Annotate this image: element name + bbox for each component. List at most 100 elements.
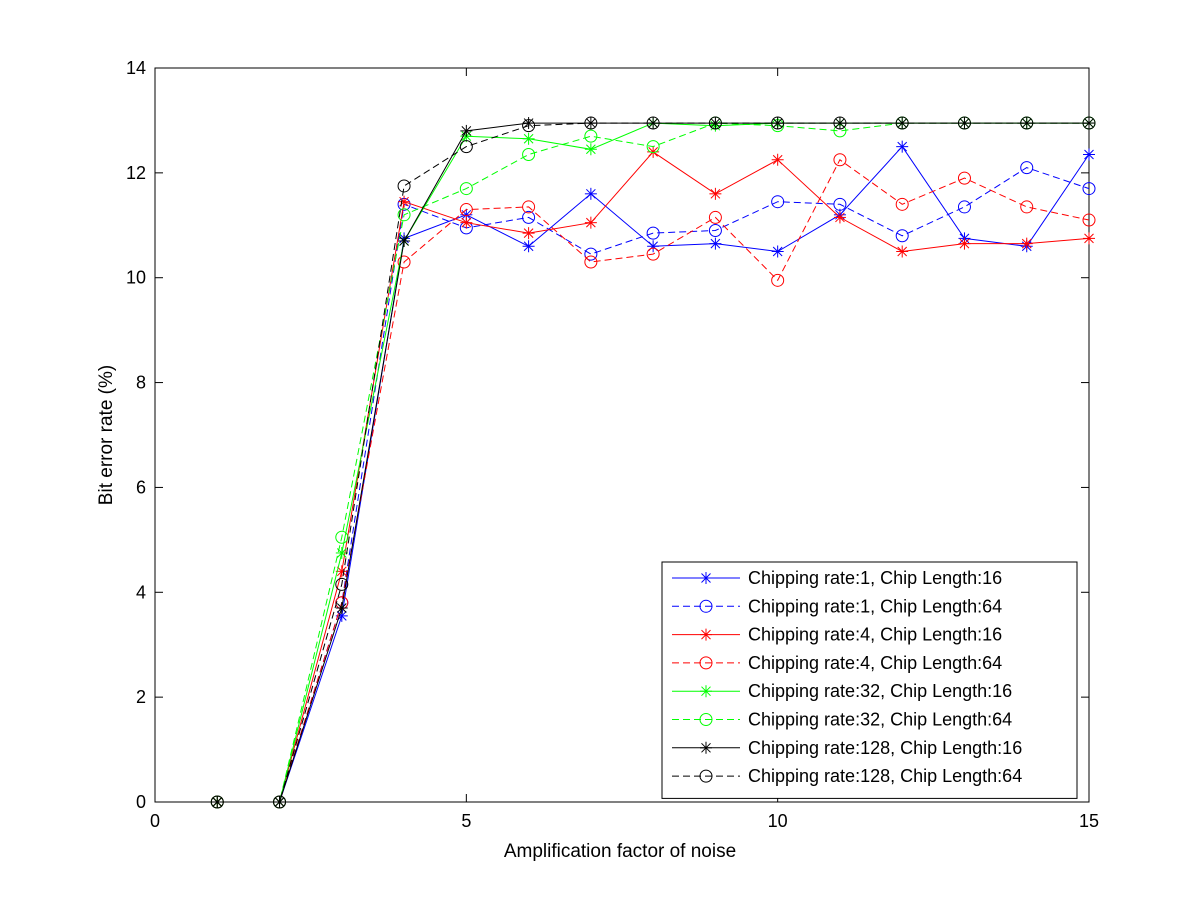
marker-stroke bbox=[701, 629, 711, 640]
series-line bbox=[217, 122, 1089, 803]
data-point bbox=[584, 255, 598, 269]
marker-stroke bbox=[648, 118, 658, 128]
data-point bbox=[895, 197, 909, 211]
y-tick-label: 4 bbox=[136, 582, 146, 602]
marker-stroke bbox=[710, 188, 721, 199]
data-point bbox=[210, 795, 224, 809]
legend-marker bbox=[699, 713, 713, 726]
marker-stroke bbox=[648, 147, 658, 157]
legend-label: Chipping rate:128, Chip Length:64 bbox=[748, 766, 1022, 786]
data-point bbox=[1083, 232, 1095, 245]
y-tick-label: 12 bbox=[126, 163, 146, 183]
data-point bbox=[646, 140, 660, 154]
data-point bbox=[522, 210, 536, 224]
data-point bbox=[584, 143, 597, 156]
marker-stroke bbox=[461, 217, 472, 228]
data-point bbox=[335, 577, 349, 591]
data-point bbox=[833, 153, 847, 167]
data-point bbox=[398, 195, 411, 208]
marker-stroke bbox=[461, 209, 472, 220]
data-point bbox=[273, 795, 287, 809]
data-point bbox=[522, 227, 535, 240]
data-point bbox=[397, 208, 411, 222]
data-point bbox=[211, 796, 224, 808]
data-point bbox=[1020, 237, 1033, 250]
marker-stroke bbox=[586, 217, 596, 228]
data-point bbox=[460, 124, 473, 137]
data-point bbox=[957, 200, 971, 214]
legend-entry: Chipping rate:4, Chip Length:16 bbox=[672, 625, 1002, 645]
y-tick-label: 14 bbox=[126, 58, 146, 78]
marker-stroke bbox=[897, 246, 908, 257]
legend-entry: Chipping rate:1, Chip Length:64 bbox=[672, 596, 1002, 616]
data-point bbox=[584, 129, 598, 143]
y-tick-label: 2 bbox=[136, 687, 146, 707]
marker-stroke bbox=[897, 141, 908, 152]
data-point bbox=[522, 148, 536, 162]
x-tick-label: 15 bbox=[1079, 811, 1099, 831]
marker-stroke bbox=[1021, 118, 1032, 128]
data-point bbox=[771, 195, 785, 209]
legend-entry: Chipping rate:1, Chip Length:16 bbox=[672, 568, 1002, 588]
y-tick-label: 6 bbox=[136, 477, 146, 497]
marker-stroke bbox=[274, 797, 285, 807]
marker-stroke bbox=[336, 566, 347, 577]
data-point bbox=[646, 247, 660, 261]
y-tick-label: 10 bbox=[126, 268, 146, 288]
data-point bbox=[771, 273, 785, 287]
legend-entry: Chipping rate:32, Chip Length:64 bbox=[672, 710, 1012, 730]
series-line bbox=[217, 159, 1090, 803]
marker-stroke bbox=[461, 126, 472, 136]
data-point bbox=[708, 210, 722, 224]
marker-stroke bbox=[1021, 238, 1032, 249]
legend-entry: Chipping rate:4, Chip Length:64 bbox=[672, 653, 1002, 673]
data-point bbox=[335, 565, 348, 578]
legend-entry: Chipping rate:128, Chip Length:16 bbox=[672, 738, 1022, 758]
legend-marker bbox=[699, 769, 713, 783]
data-point bbox=[522, 240, 535, 253]
marker-stroke bbox=[772, 246, 783, 257]
data-point bbox=[708, 224, 722, 238]
data-point bbox=[709, 187, 722, 200]
data-point bbox=[1082, 182, 1096, 196]
marker-stroke bbox=[586, 144, 596, 155]
marker-stroke bbox=[835, 118, 845, 128]
data-point bbox=[459, 140, 473, 154]
marker-stroke bbox=[399, 236, 409, 246]
x-tick-label: 10 bbox=[768, 811, 788, 831]
data-point bbox=[1020, 116, 1034, 130]
data-point bbox=[584, 216, 597, 229]
data-point bbox=[957, 116, 971, 130]
legend-marker bbox=[700, 741, 712, 754]
legend-marker bbox=[699, 656, 713, 670]
legend-label: Chipping rate:1, Chip Length:64 bbox=[748, 596, 1002, 616]
data-point bbox=[459, 182, 473, 196]
data-point bbox=[895, 229, 909, 243]
marker-stroke bbox=[523, 133, 534, 144]
marker-stroke bbox=[336, 548, 347, 558]
data-point bbox=[522, 132, 535, 145]
data-point bbox=[896, 140, 909, 153]
data-point bbox=[335, 546, 348, 559]
y-tick-label: 8 bbox=[136, 373, 146, 393]
legend-marker bbox=[700, 628, 712, 641]
legend-label: Chipping rate:4, Chip Length:64 bbox=[748, 653, 1002, 673]
legend-marker bbox=[699, 599, 713, 613]
legend-box bbox=[661, 561, 1078, 799]
marker-stroke bbox=[701, 573, 711, 583]
marker-stroke bbox=[212, 797, 223, 807]
legend: Chipping rate:1, Chip Length:16 Chipping … bbox=[661, 561, 1078, 799]
marker-stroke bbox=[701, 686, 711, 697]
legend-entry: Chipping rate:128, Chip Length:64 bbox=[672, 766, 1022, 786]
data-point bbox=[1082, 116, 1096, 130]
data-point bbox=[584, 247, 598, 261]
legend-entry: Chipping rate:32, Chip Length:16 bbox=[672, 681, 1012, 701]
data-point bbox=[397, 255, 411, 269]
marker-stroke bbox=[701, 742, 711, 753]
x-tick-label: 0 bbox=[150, 811, 160, 831]
data-point bbox=[771, 116, 785, 130]
data-point bbox=[335, 602, 348, 615]
marker-stroke bbox=[835, 212, 845, 223]
marker-stroke bbox=[772, 154, 783, 165]
